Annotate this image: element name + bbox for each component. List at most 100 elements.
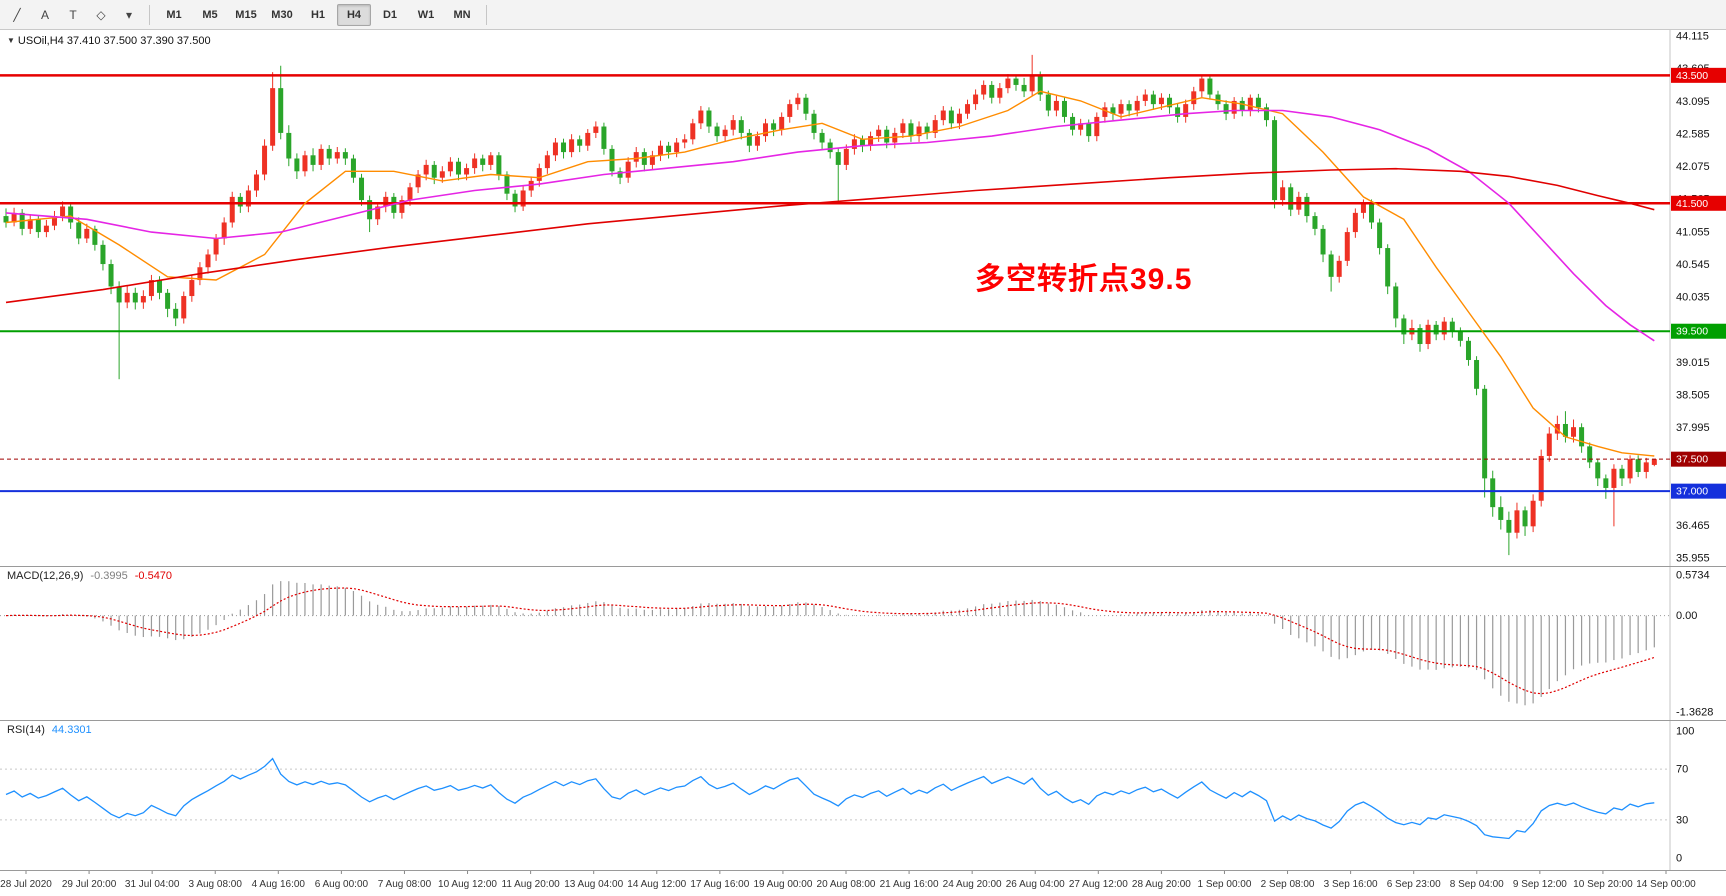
timeframe-button-h1[interactable]: H1 (310, 8, 326, 21)
svg-text:29 Jul 20:00: 29 Jul 20:00 (62, 879, 117, 890)
svg-text:36.465: 36.465 (1676, 520, 1710, 532)
rsi-value: 44.3301 (51, 724, 92, 736)
timeframe-button-m30[interactable]: M30 (271, 8, 293, 21)
ma-slow-red (5, 167, 1655, 304)
svg-text:20 Aug 08:00: 20 Aug 08:00 (817, 879, 876, 890)
toolbar-separator-1 (149, 4, 150, 25)
svg-text:14 Aug 12:00: 14 Aug 12:00 (627, 879, 686, 890)
svg-text:39.015: 39.015 (1676, 357, 1710, 369)
svg-text:10 Sep 20:00: 10 Sep 20:00 (1573, 879, 1633, 890)
toolbar-tools: ╱ A T ◇ ▾ (4, 3, 142, 27)
svg-text:42.585: 42.585 (1676, 128, 1710, 140)
svg-text:44.115: 44.115 (1676, 31, 1709, 43)
toolbar-timeframes: M1 M5 M15 M30 H1 H4 D1 W1 MN (157, 3, 479, 26)
svg-text:6 Sep 23:00: 6 Sep 23:00 (1387, 879, 1441, 890)
macd-panel[interactable]: 0.5734 0.00 -1.3628 MACD(12,26,9) -0.3995 -0… (0, 566, 1726, 720)
macd-histogram (13, 581, 1655, 706)
svg-text:43.500: 43.500 (1676, 70, 1708, 82)
timeframe-button-m1[interactable]: M1 (166, 8, 182, 21)
svg-text:8 Sep 04:00: 8 Sep 04:00 (1450, 879, 1504, 890)
candles-layer (3, 54, 1657, 556)
svg-text:-1.3628: -1.3628 (1676, 707, 1713, 719)
price-badge-43.500: 43.500 (1671, 67, 1726, 83)
shapes-tool[interactable]: ◇ (96, 7, 106, 22)
macd-canvas[interactable]: 0.5734 0.00 -1.3628 (0, 567, 1726, 720)
lines-tool[interactable]: ╱ (13, 7, 21, 22)
timeframe-button-m15[interactable]: M15 (235, 8, 257, 21)
ma-mid-magenta (5, 109, 1655, 342)
rsi-canvas[interactable]: 100 70 30 0 (0, 721, 1726, 870)
price-badge-41.500: 41.500 (1671, 195, 1726, 211)
timeframe-button-h4[interactable]: H4 (337, 3, 371, 26)
svg-text:42.075: 42.075 (1676, 161, 1710, 173)
macd-signal-value: -0.5470 (134, 570, 173, 582)
svg-text:39.500: 39.500 (1676, 326, 1708, 338)
svg-text:31 Jul 04:00: 31 Jul 04:00 (125, 879, 180, 890)
svg-text:37.500: 37.500 (1676, 454, 1708, 466)
timeframe-button-w1[interactable]: W1 (417, 8, 435, 21)
toolbar-separator-2 (486, 4, 487, 25)
svg-text:21 Aug 16:00: 21 Aug 16:00 (880, 879, 939, 890)
price-badge-37.500: 37.500 (1671, 451, 1726, 467)
svg-text:0: 0 (1676, 853, 1682, 865)
svg-text:2 Sep 08:00: 2 Sep 08:00 (1261, 879, 1315, 890)
svg-text:6 Aug 00:00: 6 Aug 00:00 (315, 879, 369, 890)
svg-text:0.00: 0.00 (1676, 610, 1697, 622)
macd-label: MACD(12,26,9) -0.3995 -0.5470 (7, 570, 179, 582)
svg-text:40.545: 40.545 (1676, 259, 1710, 271)
macd-signal-line (5, 587, 1655, 695)
svg-text:24 Aug 20:00: 24 Aug 20:00 (943, 879, 1002, 890)
svg-text:41.500: 41.500 (1676, 198, 1708, 210)
price-badge-37.000: 37.000 (1671, 483, 1726, 499)
symbol-info: ▼ USOil,H4 37.410 37.500 37.390 37.500 (7, 35, 211, 47)
svg-text:3 Sep 16:00: 3 Sep 16:00 (1324, 879, 1378, 890)
rsi-axis[interactable]: 100 70 30 0 (1676, 726, 1694, 865)
svg-text:37.000: 37.000 (1676, 486, 1708, 498)
svg-text:27 Aug 12:00: 27 Aug 12:00 (1069, 879, 1128, 890)
svg-text:38.505: 38.505 (1676, 389, 1710, 401)
svg-text:43.095: 43.095 (1676, 96, 1710, 108)
timeframe-button-mn[interactable]: MN (453, 8, 471, 21)
svg-text:35.955: 35.955 (1676, 553, 1710, 565)
symbol-ohlc-text: USOil,H4 37.410 37.500 37.390 37.500 (17, 35, 211, 47)
svg-text:4 Aug 16:00: 4 Aug 16:00 (252, 879, 306, 890)
svg-text:17 Aug 16:00: 17 Aug 16:00 (690, 879, 749, 890)
time-axis-bar[interactable]: 28 Jul 2020 29 Jul 20:00 31 Jul 04:00 3 Aug… (0, 870, 1726, 895)
svg-text:1 Sep 00:00: 1 Sep 00:00 (1197, 879, 1251, 890)
svg-text:100: 100 (1676, 726, 1694, 738)
macd-name: MACD(12,26,9) (7, 570, 84, 582)
rsi-name: RSI(14) (7, 724, 45, 736)
chart-annotation: 多空转折点39.5 (975, 263, 1193, 296)
svg-text:9 Sep 12:00: 9 Sep 12:00 (1513, 879, 1567, 890)
svg-text:0.5734: 0.5734 (1676, 570, 1710, 582)
svg-text:70: 70 (1676, 764, 1688, 776)
horizontal-lines (0, 74, 1670, 493)
timeframe-button-d1[interactable]: D1 (382, 8, 398, 21)
svg-text:28 Jul 2020: 28 Jul 2020 (0, 879, 52, 890)
svg-text:3 Aug 08:00: 3 Aug 08:00 (189, 879, 243, 890)
svg-text:14 Sep 00:00: 14 Sep 00:00 (1636, 879, 1696, 890)
arrow-tool[interactable]: T (69, 7, 77, 22)
symbol-dropdown-icon[interactable]: ▼ (7, 36, 15, 45)
shapes-dropdown[interactable]: ▾ (125, 7, 133, 22)
svg-text:40.035: 40.035 (1676, 292, 1710, 304)
timeframe-button-m5[interactable]: M5 (202, 8, 218, 21)
svg-text:28 Aug 20:00: 28 Aug 20:00 (1132, 879, 1191, 890)
svg-text:7 Aug 08:00: 7 Aug 08:00 (378, 879, 432, 890)
macd-axis[interactable]: 0.5734 0.00 -1.3628 (1676, 570, 1713, 719)
toolbar: ╱ A T ◇ ▾ M1 M5 M15 M30 H1 H4 D1 W1 MN (0, 0, 1726, 30)
price-badge-39.500: 39.500 (1671, 323, 1726, 339)
text-tool[interactable]: A (40, 7, 49, 22)
main-chart-panel[interactable]: 44.11543.60543.09542.58542.07541.56541.0… (0, 30, 1726, 566)
rsi-levels (0, 768, 1670, 821)
rsi-label: RSI(14) 44.3301 (7, 724, 99, 736)
svg-text:26 Aug 04:00: 26 Aug 04:00 (1006, 879, 1065, 890)
svg-text:30: 30 (1676, 814, 1688, 826)
svg-text:10 Aug 12:00: 10 Aug 12:00 (438, 879, 497, 890)
rsi-panel[interactable]: 100 70 30 0 RSI(14) 44.3301 (0, 720, 1726, 870)
time-axis-canvas[interactable]: 28 Jul 2020 29 Jul 20:00 31 Jul 04:00 3 Aug… (0, 871, 1726, 895)
rsi-line (5, 757, 1655, 840)
svg-text:37.995: 37.995 (1676, 422, 1710, 434)
main-chart-canvas[interactable]: 44.11543.60543.09542.58542.07541.56541.0… (0, 30, 1726, 566)
svg-text:41.055: 41.055 (1676, 226, 1710, 238)
